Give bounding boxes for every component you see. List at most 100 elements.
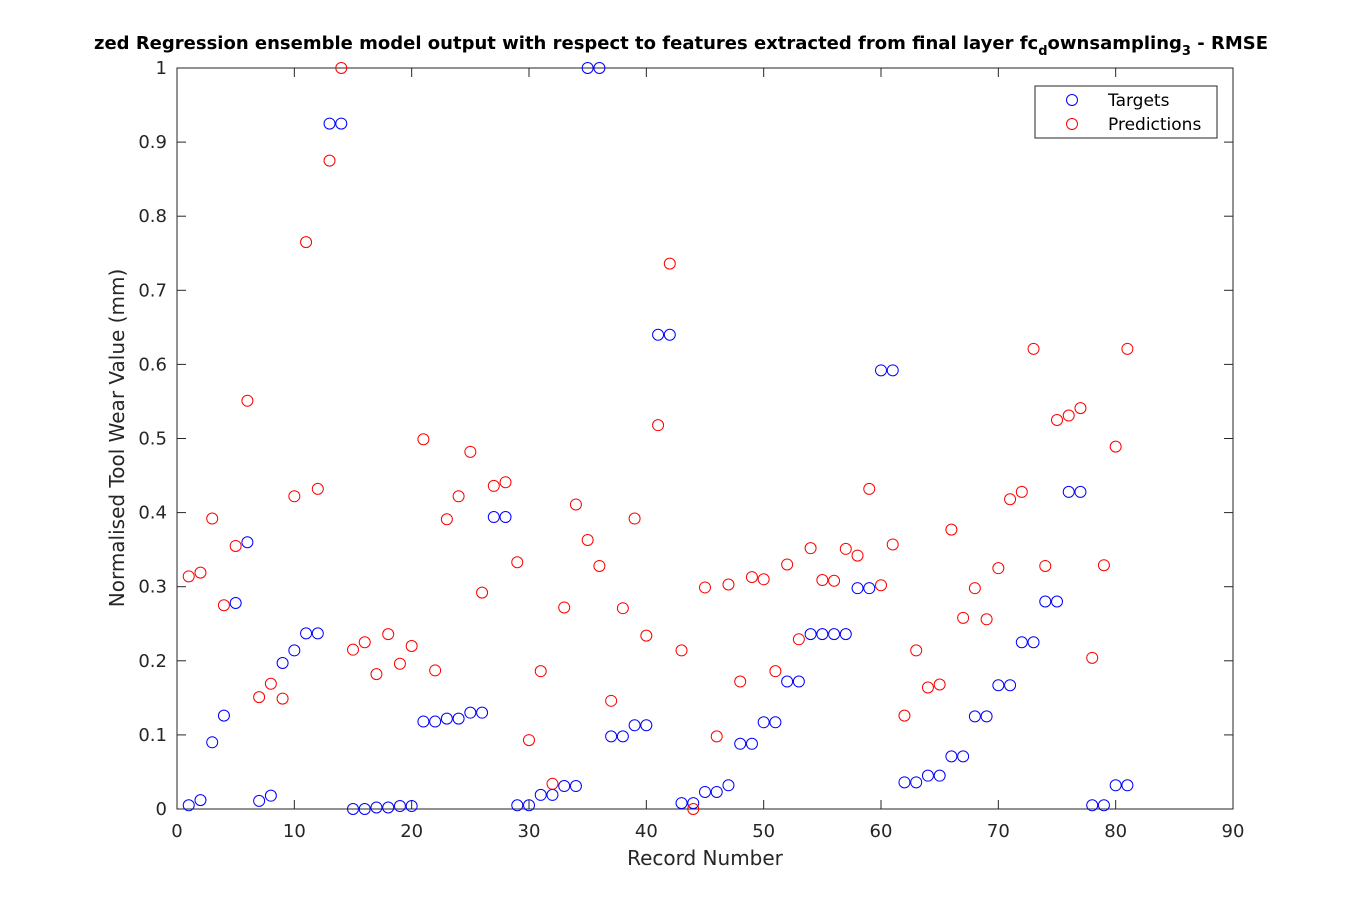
predictions-point bbox=[534, 665, 547, 678]
predictions-point bbox=[323, 154, 336, 167]
y-axis-label: Normalised Tool Wear Value (mm) bbox=[105, 269, 129, 608]
predictions-point bbox=[1074, 402, 1087, 415]
targets-point bbox=[1027, 636, 1040, 649]
predictions-point bbox=[264, 677, 277, 690]
targets-point bbox=[851, 582, 864, 595]
targets-point bbox=[264, 789, 277, 802]
legend-marker-targets bbox=[1066, 94, 1078, 106]
predictions-point bbox=[593, 559, 606, 572]
predictions-point bbox=[499, 476, 512, 489]
targets-point bbox=[229, 597, 242, 610]
x-tick-label: 0 bbox=[171, 821, 182, 842]
y-tick-label: 0.1 bbox=[138, 725, 167, 746]
targets-point bbox=[1109, 779, 1122, 792]
legend-marker-predictions bbox=[1066, 118, 1078, 130]
predictions-point bbox=[440, 513, 453, 526]
predictions-point bbox=[523, 734, 535, 747]
data-points bbox=[182, 62, 1134, 815]
targets-point bbox=[1086, 799, 1099, 812]
predictions-point bbox=[1051, 413, 1063, 426]
predictions-point bbox=[757, 573, 770, 586]
predictions-point bbox=[382, 628, 395, 641]
axis-tick-labels: 0 10 20 30 40 50 60 70 80 90 0 0.1 0.2 0.3 0.4 0.5 0.6 0.… bbox=[138, 58, 1244, 842]
targets-point bbox=[452, 712, 465, 725]
legend-box bbox=[1034, 85, 1218, 139]
targets-point bbox=[558, 780, 571, 793]
predictions-point bbox=[898, 709, 911, 722]
axis-ticks bbox=[176, 67, 1234, 810]
targets-point bbox=[382, 801, 395, 814]
targets-point bbox=[1051, 595, 1063, 608]
targets-point bbox=[1015, 636, 1028, 649]
predictions-point bbox=[511, 556, 524, 569]
predictions-point bbox=[886, 538, 899, 551]
targets-point bbox=[875, 364, 887, 377]
targets-point bbox=[1074, 485, 1087, 498]
predictions-point bbox=[687, 803, 700, 815]
predictions-point bbox=[1121, 342, 1134, 355]
targets-point bbox=[288, 644, 301, 657]
predictions-point bbox=[393, 657, 406, 670]
predictions-point bbox=[1097, 559, 1110, 572]
targets-point bbox=[464, 706, 477, 719]
predictions-point bbox=[558, 601, 571, 614]
predictions-point bbox=[628, 512, 641, 525]
predictions-point bbox=[675, 644, 688, 657]
targets-point bbox=[933, 769, 946, 782]
x-axis-label: Record Number bbox=[627, 846, 784, 870]
targets-point bbox=[710, 785, 723, 798]
targets-point bbox=[804, 628, 817, 641]
targets-point bbox=[523, 799, 535, 812]
targets-point bbox=[886, 364, 899, 377]
targets-point bbox=[769, 716, 782, 729]
targets-point bbox=[347, 803, 359, 815]
x-tick-label: 30 bbox=[518, 821, 541, 842]
legend-label-targets: Targets bbox=[1107, 91, 1170, 111]
y-tick-label: 0.8 bbox=[138, 206, 167, 227]
predictions-point bbox=[804, 542, 817, 555]
predictions-point bbox=[1086, 651, 1099, 664]
predictions-point bbox=[921, 681, 934, 694]
predictions-point bbox=[476, 586, 489, 599]
targets-point bbox=[980, 710, 993, 723]
x-tick-label: 40 bbox=[635, 821, 658, 842]
predictions-point bbox=[358, 636, 371, 649]
targets-point bbox=[358, 803, 371, 815]
targets-point bbox=[957, 750, 970, 763]
targets-point bbox=[945, 750, 958, 763]
predictions-point bbox=[370, 668, 383, 681]
predictions-point bbox=[910, 644, 923, 657]
y-tick-label: 0.3 bbox=[138, 577, 167, 598]
targets-point bbox=[300, 627, 313, 640]
targets-point bbox=[405, 800, 418, 813]
targets-point bbox=[487, 511, 500, 524]
targets-point bbox=[206, 736, 219, 749]
predictions-point bbox=[734, 675, 747, 688]
predictions-point bbox=[769, 665, 782, 678]
targets-point bbox=[1097, 799, 1110, 812]
predictions-point bbox=[300, 236, 313, 249]
targets-point bbox=[745, 737, 758, 750]
x-tick-label: 90 bbox=[1222, 821, 1245, 842]
targets-point bbox=[581, 62, 594, 74]
predictions-point bbox=[1015, 485, 1028, 498]
predictions-point bbox=[605, 694, 618, 707]
targets-point bbox=[687, 797, 700, 810]
legend: Targets Predictions bbox=[1034, 85, 1218, 139]
y-tick-label: 0 bbox=[156, 799, 167, 820]
targets-point bbox=[182, 799, 195, 812]
y-tick-label: 0.2 bbox=[138, 651, 167, 672]
targets-point bbox=[1121, 779, 1134, 792]
predictions-point bbox=[1004, 493, 1017, 506]
x-tick-label: 20 bbox=[400, 821, 423, 842]
targets-point bbox=[828, 628, 841, 641]
targets-point bbox=[241, 536, 254, 549]
predictions-point bbox=[1027, 342, 1040, 355]
predictions-point bbox=[546, 777, 559, 790]
targets-point bbox=[534, 788, 547, 801]
predictions-point bbox=[581, 534, 594, 547]
predictions-point bbox=[347, 643, 359, 656]
targets-point bbox=[1004, 679, 1017, 692]
predictions-point bbox=[957, 611, 970, 624]
